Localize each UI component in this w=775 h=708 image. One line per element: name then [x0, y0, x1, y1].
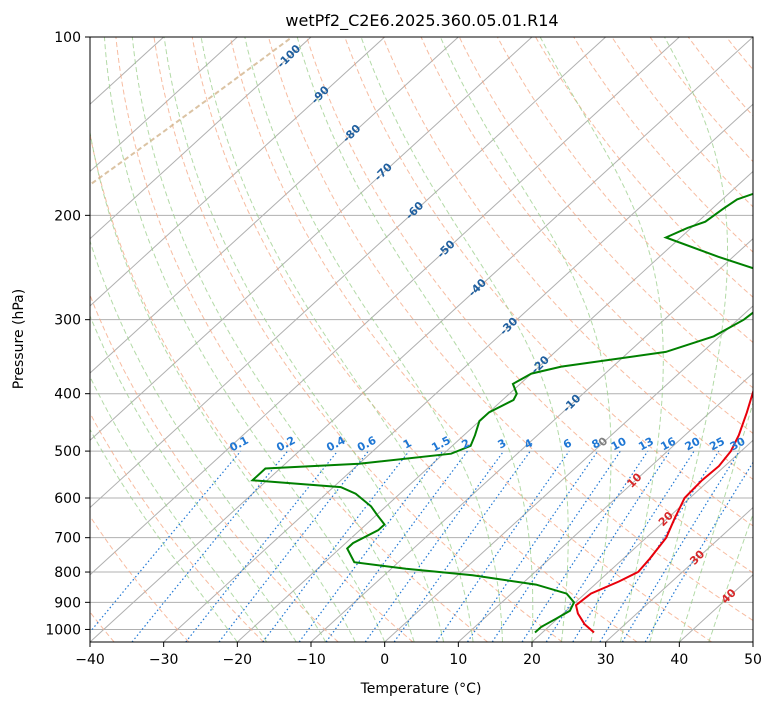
mixing-ratio-line	[218, 450, 369, 642]
moist-adiabat-line	[678, 401, 753, 642]
isotherm-line	[90, 37, 607, 509]
mixing-ratio-line	[599, 450, 720, 642]
mixing-ratio-label: 10	[609, 435, 629, 454]
dry-adiabat-line	[268, 37, 753, 622]
isotherm-line	[236, 170, 753, 642]
isotherm-line	[90, 37, 680, 576]
moist-adiabat-line	[296, 37, 534, 642]
moist-adiabat-line	[708, 513, 753, 642]
x-tick-label: −20	[223, 652, 253, 668]
x-tick-label: −30	[149, 652, 179, 668]
dry-adiabat-line	[382, 37, 753, 481]
y-tick-label: 400	[54, 387, 81, 403]
chart-title: wetPf2_C2E6.2025.360.05.01.R14	[285, 11, 558, 31]
mixing-ratio-line	[185, 450, 339, 642]
x-tick-label: 40	[670, 652, 688, 668]
moist-adiabat-line	[539, 37, 664, 642]
y-tick-label: 900	[54, 595, 81, 611]
x-tick-label: 30	[597, 652, 615, 668]
mixing-ratio-line	[466, 450, 599, 642]
isotherm-line	[90, 37, 753, 642]
y-tick-label: 1000	[45, 622, 81, 638]
x-tick-label: 0	[380, 652, 389, 668]
y-tick-label: 200	[54, 208, 81, 224]
x-axis-label: Temperature (°C)	[360, 681, 482, 697]
moist-adiabat-line	[90, 428, 238, 642]
moist-adiabat-line	[439, 37, 612, 642]
mixing-ratio-label: 30	[728, 435, 748, 454]
moist-adiabat-line	[131, 37, 415, 642]
background-grid	[90, 37, 775, 642]
y-tick-label: 600	[54, 491, 81, 507]
isotherm-line	[90, 37, 459, 374]
x-tick-label: 50	[744, 652, 762, 668]
moist-adiabat-line	[200, 37, 474, 642]
dry-adiabat-line	[191, 37, 638, 642]
dry-adiabat-line	[90, 293, 339, 642]
axes: −40 −30 −20 −10 0 10 20 30 40 50 1000 900 800 700 600 5…	[45, 30, 762, 668]
isotherm-line	[605, 506, 753, 642]
x-tick-label: 10	[449, 652, 467, 668]
y-tick-label: 300	[54, 313, 81, 329]
mixing-ratio-line	[364, 450, 505, 642]
mixing-ratio-line	[644, 461, 753, 642]
isotherm-line	[90, 37, 533, 442]
isotherm-line	[752, 641, 753, 642]
mixing-ratio-line	[572, 450, 695, 642]
y-tick-label: 700	[54, 531, 81, 547]
isotherm-line	[90, 37, 312, 240]
dry-adiabat-line	[611, 37, 753, 208]
dry-adiabat-line	[115, 37, 488, 642]
moist-adiabat-line	[244, 37, 503, 642]
isotherm-line	[90, 37, 238, 173]
mixing-ratio-line	[262, 450, 410, 642]
dry-adiabat-line	[90, 131, 414, 642]
dry-adiabat-line	[344, 37, 753, 527]
y-tick-label: 800	[54, 565, 81, 581]
isotherm-line	[163, 103, 753, 642]
dewpoint-line	[250, 192, 753, 634]
dry-adiabat-line	[535, 37, 753, 298]
dry-adiabat-line	[229, 37, 712, 642]
dry-adiabat-line	[496, 37, 753, 344]
y-tick-label: 500	[54, 444, 81, 460]
y-axis-label: Pressure (hPa)	[11, 289, 27, 389]
mixing-ratio-line	[131, 450, 289, 642]
dry-adiabat-line	[765, 37, 775, 642]
moist-adiabat-line	[360, 37, 569, 642]
moist-adiabat-line	[90, 375, 268, 642]
dry-adiabat-line	[420, 37, 753, 435]
plot-frame	[89, 36, 754, 643]
mixing-ratio-label: 13	[636, 435, 656, 454]
x-tick-label: −40	[75, 652, 105, 668]
moist-adiabat-line	[90, 314, 297, 642]
isotherm-line	[384, 305, 753, 642]
moist-adiabat-line	[90, 239, 327, 642]
moist-adiabat-line	[163, 37, 445, 642]
isotherm-line	[457, 372, 753, 642]
mixing-ratio-line	[90, 450, 242, 633]
moist-adiabat-line	[649, 37, 728, 642]
dry-adiabat-line	[306, 37, 753, 574]
mixing-ratio-label: 16	[658, 435, 678, 454]
profile-series	[250, 192, 753, 634]
mixing-ratio-line	[393, 450, 531, 642]
dry-adiabat-line	[458, 37, 753, 389]
mixing-ratio-line	[621, 450, 740, 642]
x-tick-label: 20	[523, 652, 541, 668]
dry-adiabat-line	[649, 37, 753, 163]
x-tick-label: −10	[296, 652, 326, 668]
mixing-ratio-label: 20	[683, 435, 703, 454]
temperature-line	[574, 388, 753, 634]
isotherm-line	[90, 37, 386, 307]
isotherm-line	[531, 439, 753, 642]
y-tick-label: 100	[54, 30, 81, 46]
mixing-ratio-label: 25	[707, 435, 727, 454]
mixing-ratio-line	[545, 450, 671, 642]
moist-adiabat-line	[90, 129, 356, 642]
dry-adiabat-line	[90, 515, 190, 642]
